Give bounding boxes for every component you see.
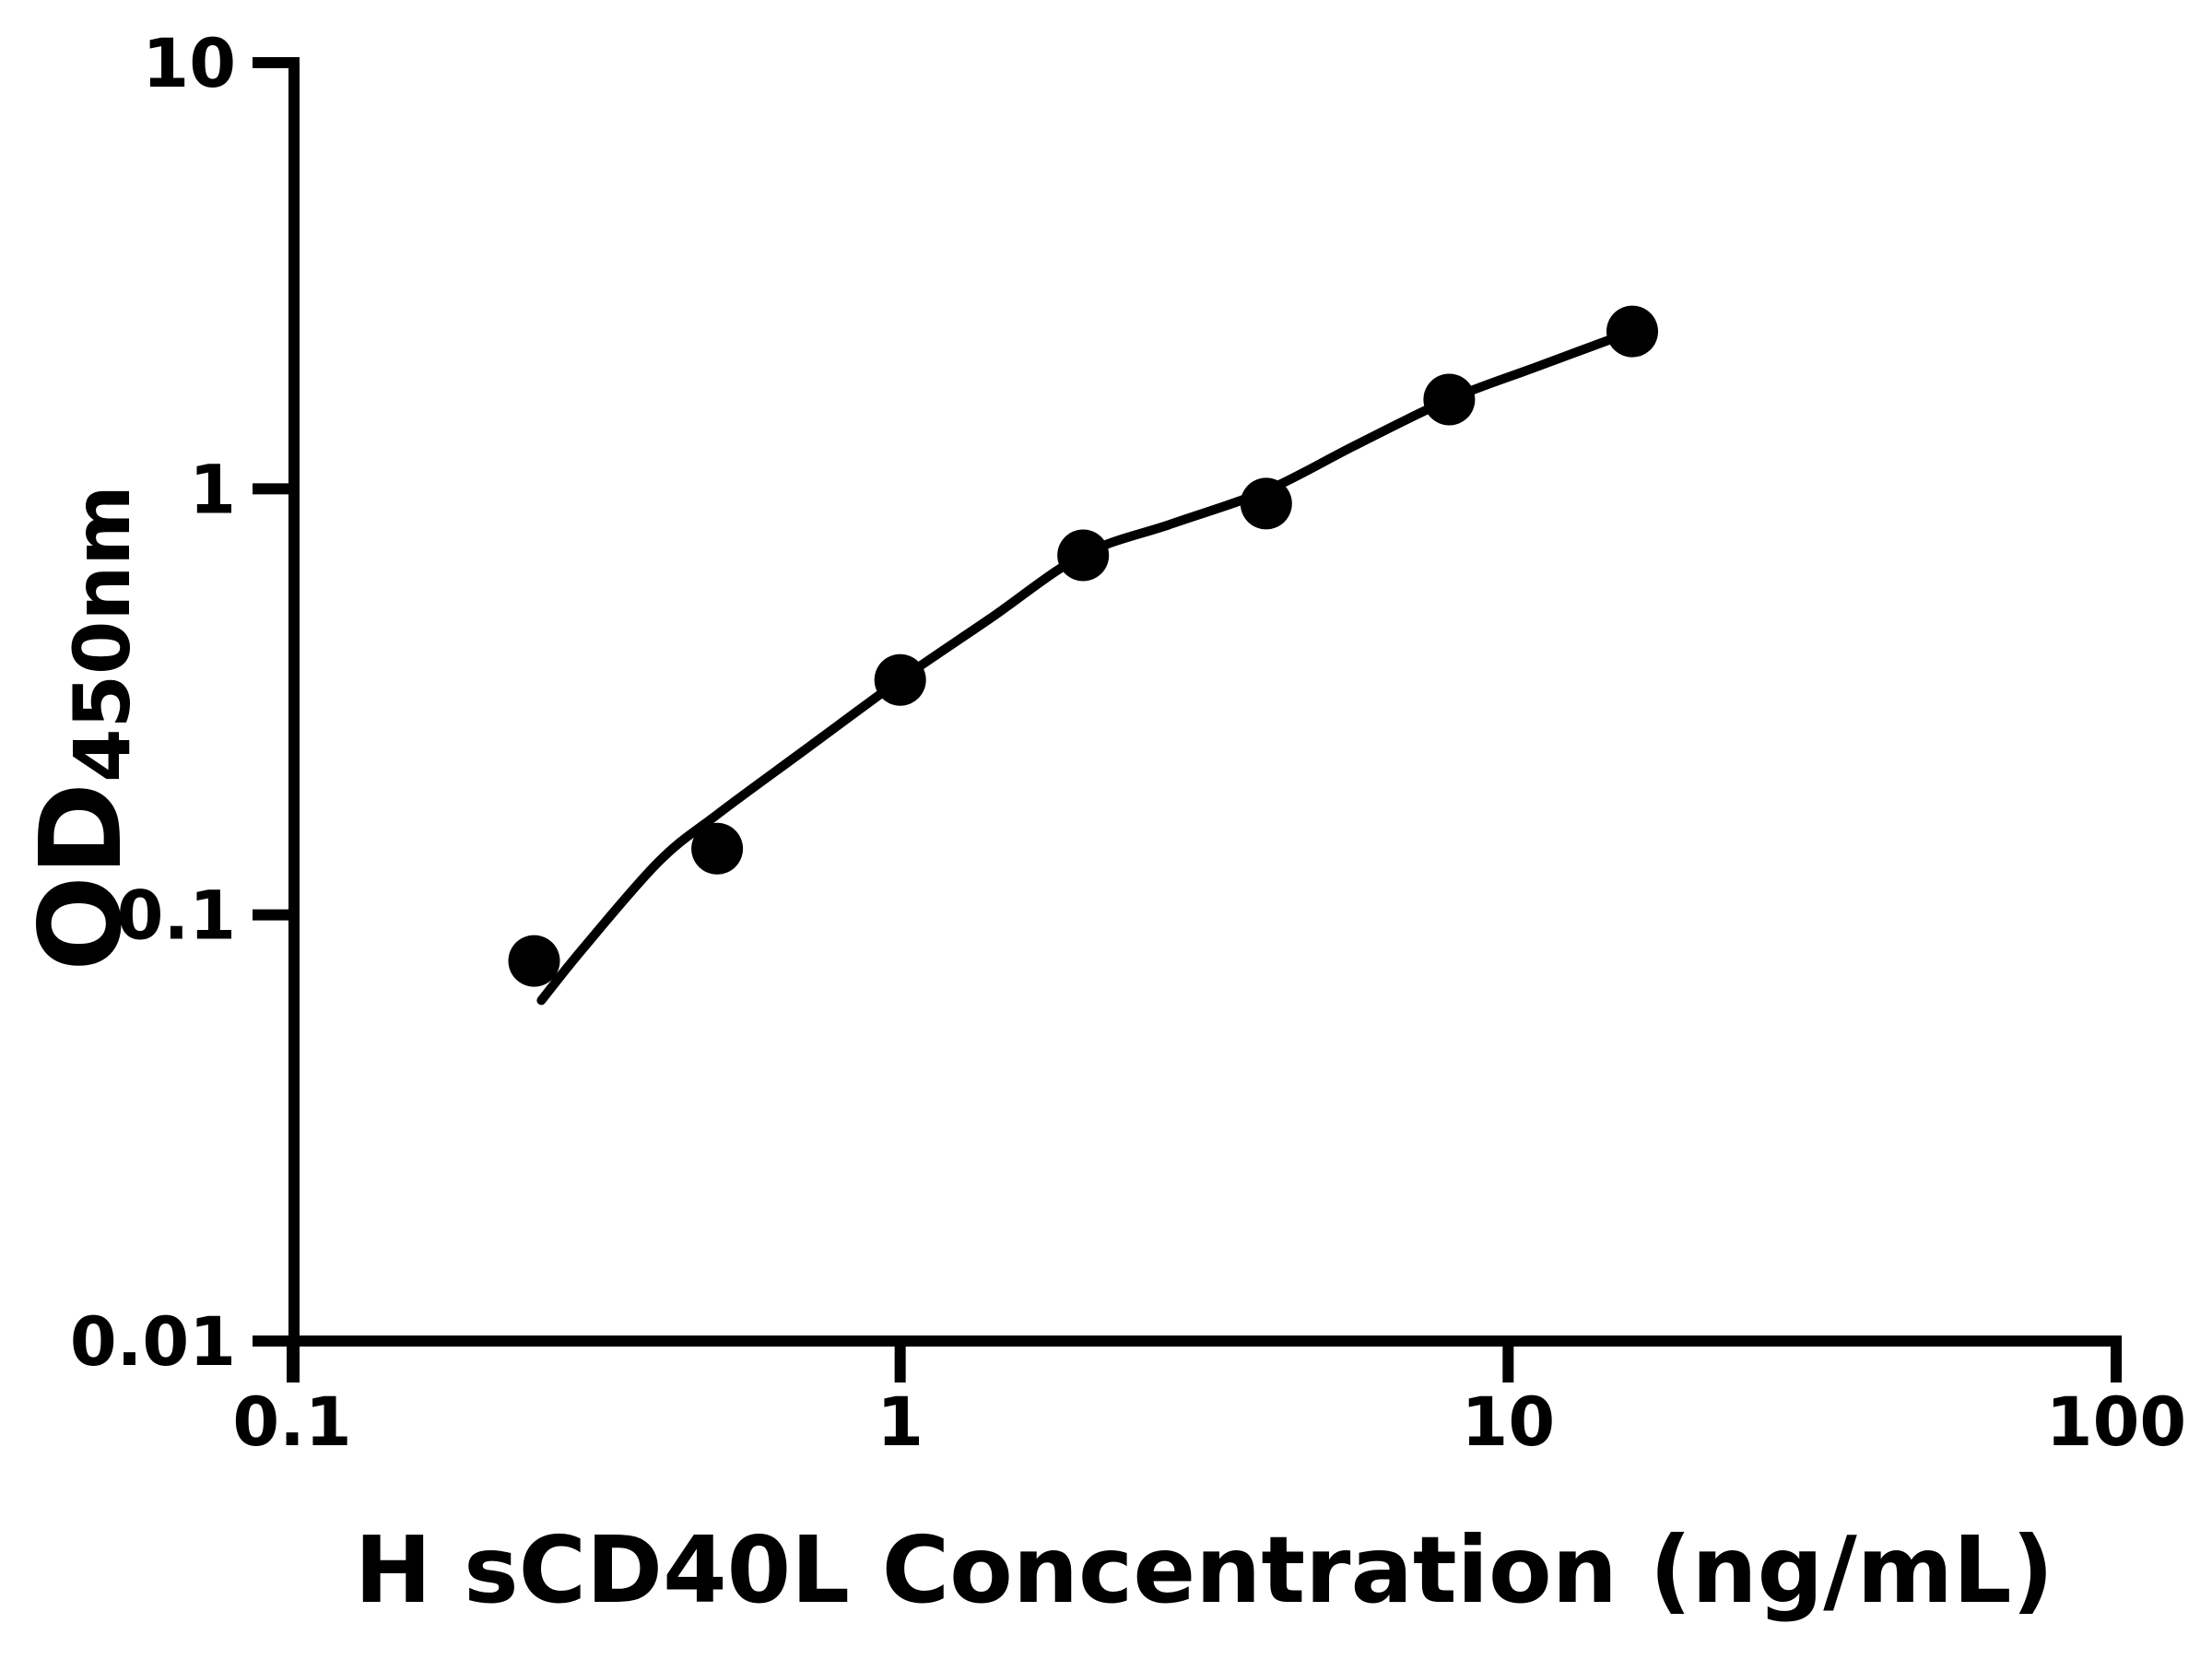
data-point — [1240, 477, 1292, 530]
x-axis-spine — [288, 1335, 2122, 1382]
x-axis-title: H sCD40L Concentration (ng/mL) — [354, 1516, 2054, 1624]
x-tick-label: 0.1 — [232, 1383, 351, 1462]
data-point — [508, 935, 560, 987]
y-tick-label: 0.1 — [117, 877, 236, 956]
fit-curve — [536, 326, 1637, 1006]
y-axis-title-main: OD — [16, 782, 147, 971]
y-tick-label: 0.01 — [70, 1303, 236, 1382]
x-tick-label: 10 — [1462, 1383, 1556, 1462]
x-tick-label: 1 — [877, 1383, 924, 1462]
data-point — [691, 822, 744, 875]
y-tick-label: 10 — [142, 25, 236, 103]
y-tick-label: 1 — [189, 451, 236, 529]
x-tick-label: 100 — [2046, 1383, 2186, 1462]
y-axis-title-subscript: 450nm — [57, 485, 147, 782]
y-axis-title: OD 450nm — [7, 406, 155, 1051]
